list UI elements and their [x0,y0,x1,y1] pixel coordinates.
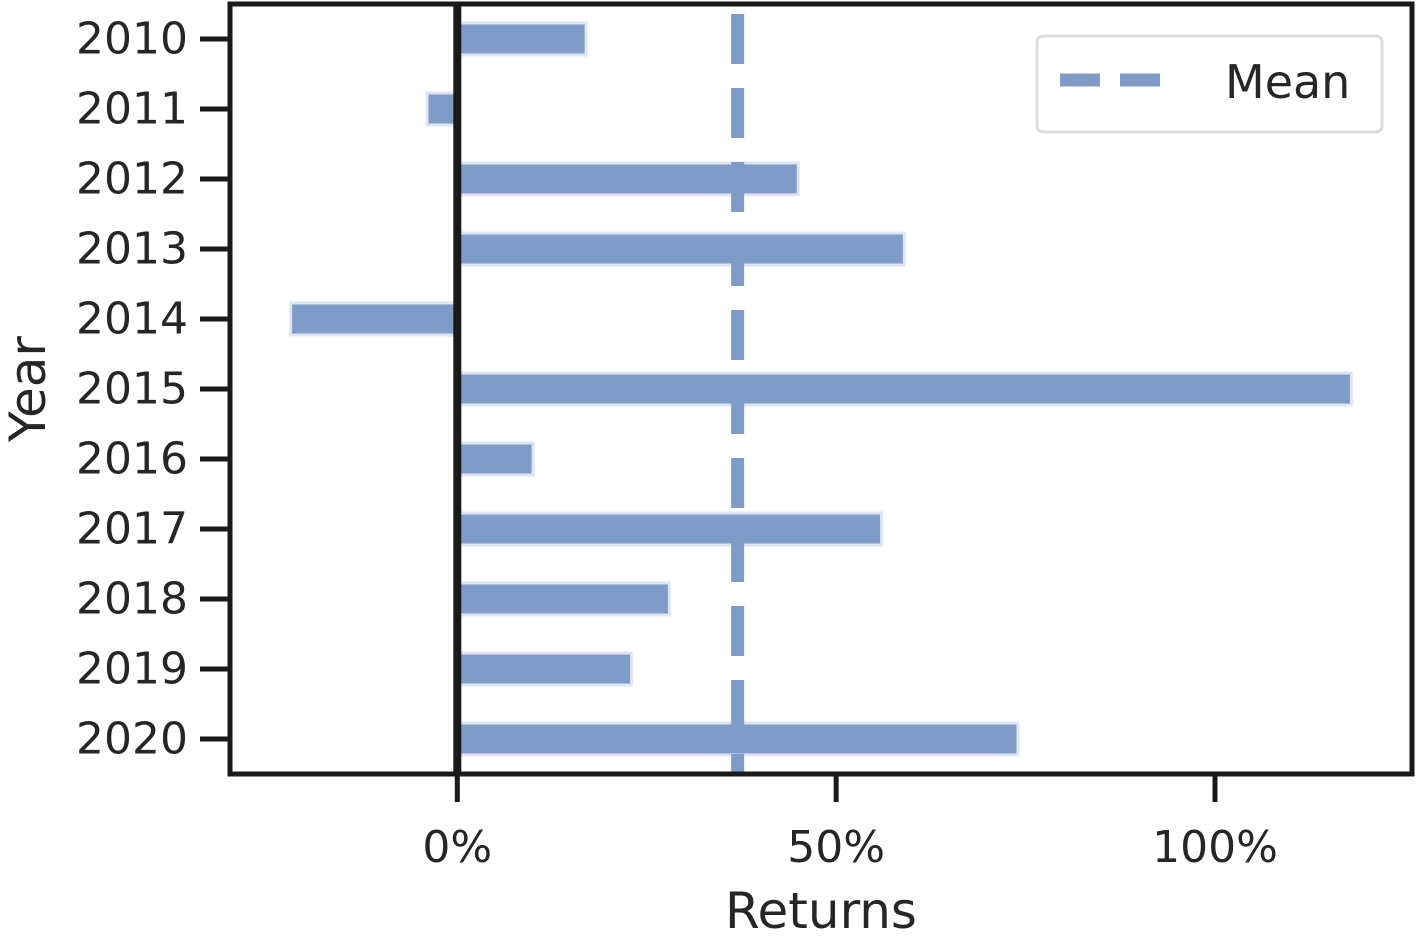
bar-2015 [455,371,1353,407]
bar-2014 [289,301,459,337]
x-tick-label-0: 0% [422,822,492,873]
y-tick-label-2015: 2015 [76,364,188,415]
y-tick-label-2012: 2012 [76,154,188,205]
y-tick-label-2017: 2017 [76,504,188,555]
bar-2013 [455,231,906,267]
bar-2011 [425,91,459,127]
bar-2019 [455,651,634,687]
y-tick-label-2011: 2011 [76,84,188,135]
legend-box [1035,34,1384,134]
x-axis-ticks: 0% 50% 100% [422,774,1278,873]
y-tick-label-2016: 2016 [76,434,188,485]
y-tick-label-2018: 2018 [76,574,188,625]
y-tick-label-2010: 2010 [76,14,188,65]
y-axis-label: Year [0,336,57,443]
y-tick-label-2020: 2020 [76,714,188,765]
legend-mean-label: Mean [1225,55,1350,109]
bar-2010 [455,21,588,57]
y-tick-label-2014: 2014 [76,294,188,345]
x-tick-label-50: 50% [787,822,885,873]
bar-2016 [455,441,535,477]
y-axis-ticks: 2010 2011 2012 2013 2014 2015 2016 2017 2018 2019… [76,14,230,765]
x-axis-label: Returns [725,882,917,933]
bar-2018 [455,581,671,617]
legend: Mean [1035,34,1384,134]
y-tick-label-2013: 2013 [76,224,188,275]
bar-2017 [455,511,884,547]
y-tick-label-2019: 2019 [76,644,188,695]
x-tick-label-100: 100% [1152,822,1278,873]
bar-2012 [455,161,800,197]
